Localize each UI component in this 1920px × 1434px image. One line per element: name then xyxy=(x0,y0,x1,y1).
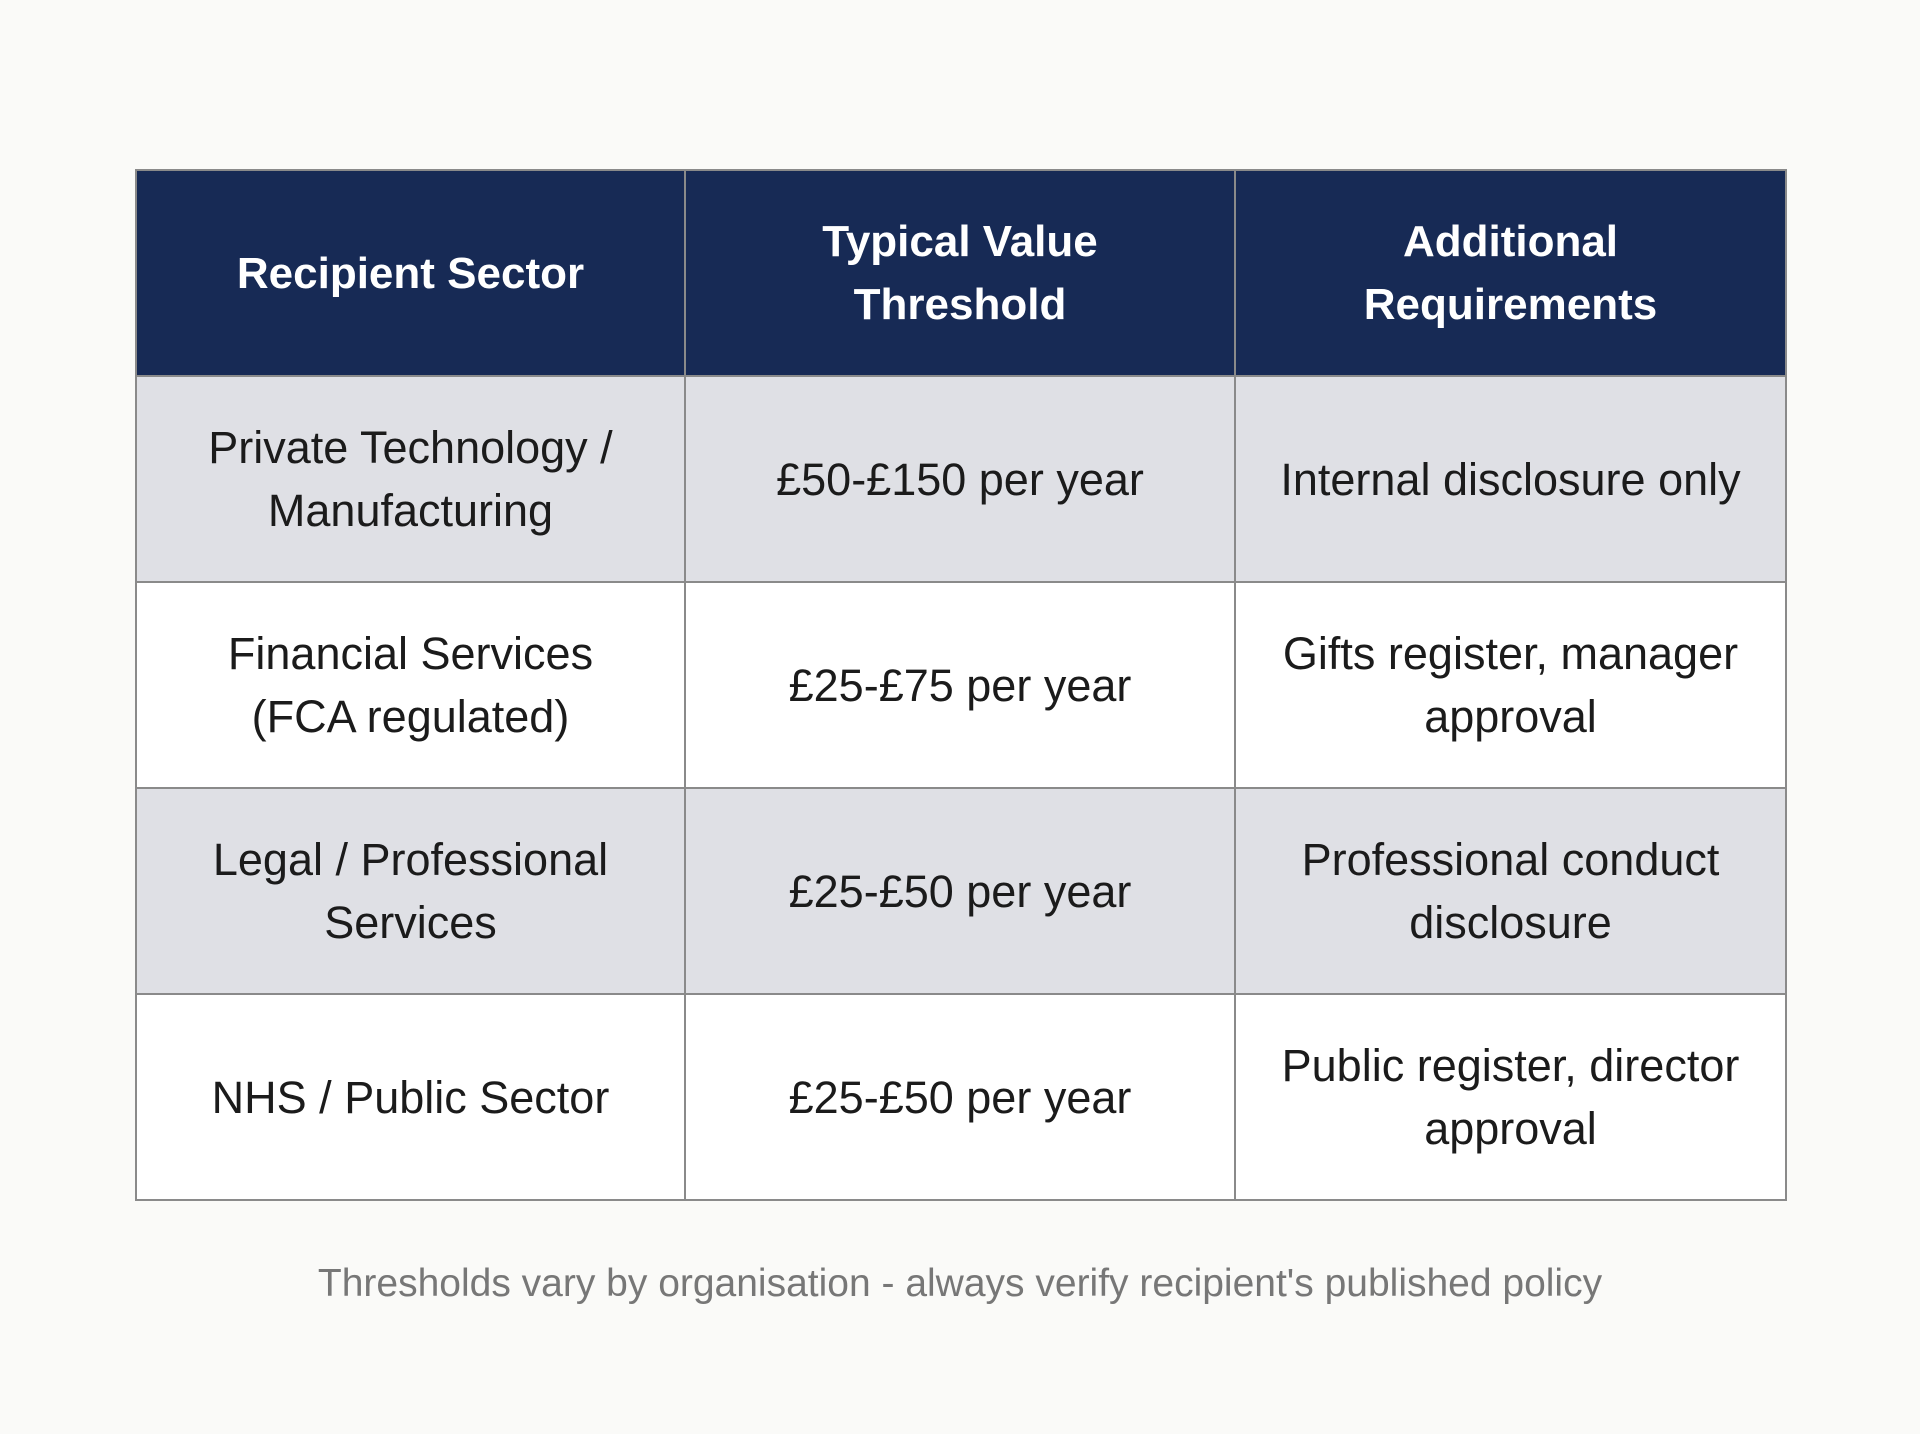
cell-requirements: Internal disclosure only xyxy=(1234,375,1787,583)
cell-sector: Financial Services (FCA regulated) xyxy=(135,581,686,789)
cell-threshold: £25-£50 per year xyxy=(684,993,1236,1201)
cell-requirements: Public register, director approval xyxy=(1234,993,1787,1201)
cell-sector: Private Technology / Manufacturing xyxy=(135,375,686,583)
cell-threshold: £25-£75 per year xyxy=(684,581,1236,789)
cell-requirements: Professional conduct disclosure xyxy=(1234,787,1787,995)
header-recipient-sector: Recipient Sector xyxy=(135,169,686,377)
table-row: Financial Services (FCA regulated) £25-£… xyxy=(135,581,1787,789)
cell-sector: NHS / Public Sector xyxy=(135,993,686,1201)
cell-requirements: Gifts register, manager approval xyxy=(1234,581,1787,789)
header-additional-requirements: Additional Requirements xyxy=(1234,169,1787,377)
cell-threshold: £25-£50 per year xyxy=(684,787,1236,995)
table-row: NHS / Public Sector £25-£50 per year Pub… xyxy=(135,993,1787,1201)
cell-threshold: £50-£150 per year xyxy=(684,375,1236,583)
table-row: Private Technology / Manufacturing £50-£… xyxy=(135,375,1787,583)
header-value-threshold: Typical Value Threshold xyxy=(684,169,1236,377)
table-row: Legal / Professional Services £25-£50 pe… xyxy=(135,787,1787,995)
gift-threshold-table: Recipient Sector Typical Value Threshold… xyxy=(135,169,1787,1201)
footnote: Thresholds vary by organisation - always… xyxy=(317,1262,1603,1305)
cell-sector: Legal / Professional Services xyxy=(135,787,686,995)
header-row: Recipient Sector Typical Value Threshold… xyxy=(135,169,1787,377)
